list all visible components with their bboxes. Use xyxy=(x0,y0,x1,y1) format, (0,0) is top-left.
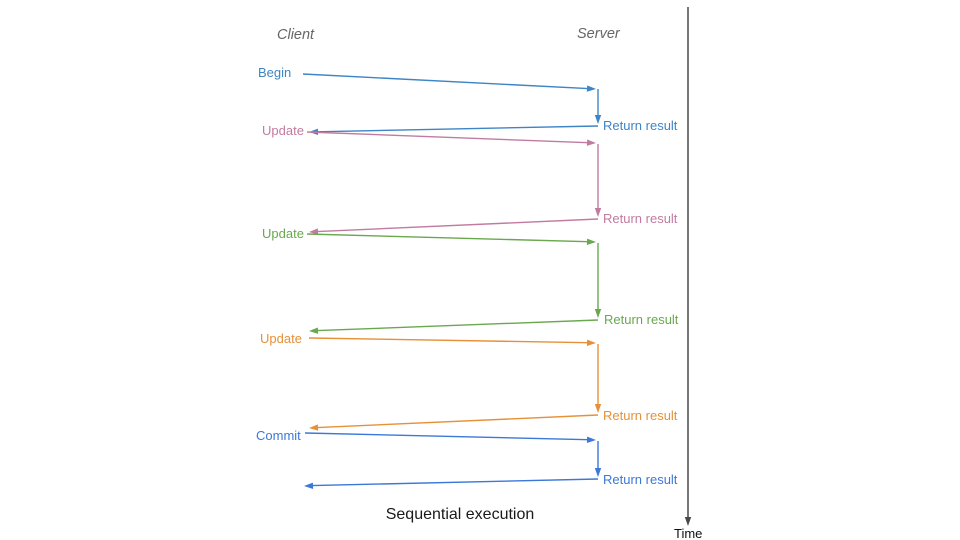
time-axis-arrowhead xyxy=(684,517,692,526)
server-processing-arrowhead xyxy=(594,115,602,124)
return-arrowhead xyxy=(309,327,319,334)
return-arrow-line xyxy=(316,319,599,332)
request-label: Update xyxy=(262,123,304,138)
return-arrow-line xyxy=(311,478,599,487)
server-column-header: Server xyxy=(577,26,621,42)
server-processing-arrowhead xyxy=(594,309,602,318)
exchange-update-3: Update Return result xyxy=(260,331,678,431)
return-arrow-line xyxy=(316,125,599,133)
return-label: Return result xyxy=(603,408,678,423)
request-arrow-line xyxy=(302,73,589,90)
request-label: Update xyxy=(262,226,304,241)
return-label: Return result xyxy=(603,118,678,133)
return-arrow-line xyxy=(316,414,599,429)
time-axis: Time xyxy=(674,7,702,540)
server-processing-arrowhead xyxy=(594,468,602,477)
request-arrow-line xyxy=(308,337,589,344)
return-label: Return result xyxy=(603,211,678,226)
exchange-update-2: Update Return result xyxy=(262,226,679,334)
return-arrowhead xyxy=(309,228,319,235)
request-arrowhead xyxy=(586,139,596,146)
client-column-header: Client xyxy=(277,27,315,43)
exchange-update-1: Update Return result xyxy=(262,123,678,235)
exchange-begin: Begin Return result xyxy=(258,65,678,136)
server-processing-arrowhead xyxy=(594,404,602,413)
request-label: Begin xyxy=(258,65,291,80)
time-axis-label: Time xyxy=(674,526,702,540)
return-label: Return result xyxy=(604,312,679,327)
return-arrow-line xyxy=(316,218,599,233)
diagram-title: Sequential execution xyxy=(386,506,535,523)
request-arrow-line xyxy=(304,432,589,441)
request-arrow-line xyxy=(306,233,589,243)
request-arrowhead xyxy=(586,436,596,443)
return-label: Return result xyxy=(603,472,678,487)
request-arrowhead xyxy=(586,85,596,92)
return-arrowhead xyxy=(304,482,314,489)
server-processing-arrowhead xyxy=(594,208,602,217)
return-arrowhead xyxy=(309,424,319,431)
exchange-commit: Commit Return result xyxy=(256,428,678,489)
request-label: Update xyxy=(260,331,302,346)
request-arrowhead xyxy=(586,238,596,245)
request-arrow-line xyxy=(306,131,589,144)
request-label: Commit xyxy=(256,428,301,443)
request-arrowhead xyxy=(586,339,596,347)
